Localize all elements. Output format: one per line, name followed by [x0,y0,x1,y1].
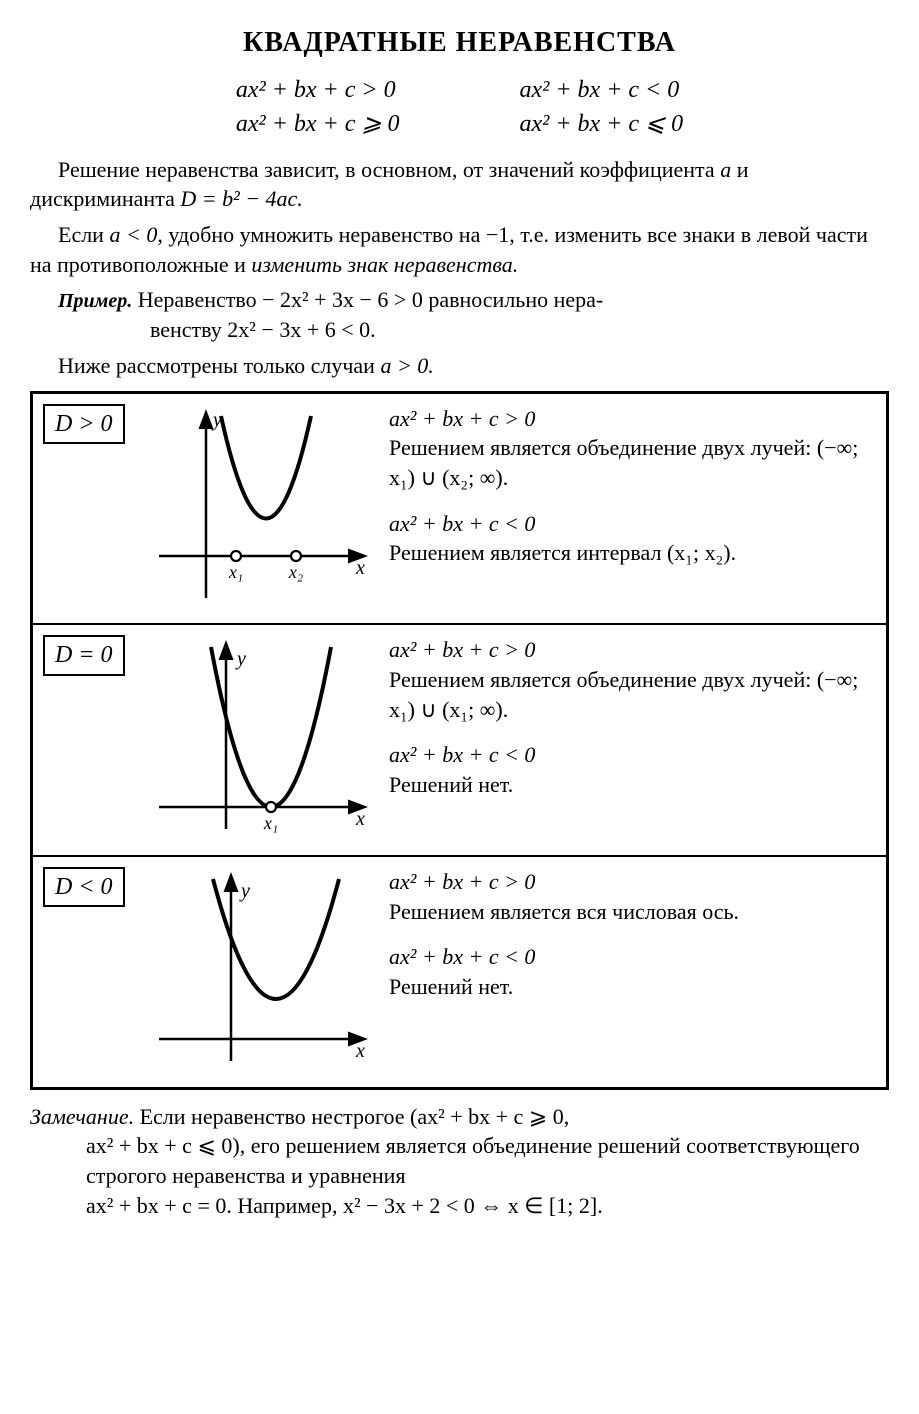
ineq-l2: ax² + bx + c ⩾ 0 [236,108,400,140]
case-row-1: D = 0 x₁ y x ax² + bx + c > 0Решением яв… [33,625,886,857]
case-row-0: D > 0 x₁ x₂ y x ax² + bx + c > 0Решением … [33,394,886,626]
sol2: (x₁; x₂). [667,540,736,565]
x-label: x [355,1040,365,1062]
p2-cond: a < 0 [109,222,157,247]
p3-cond: a > 0. [380,353,433,378]
parabola-curve [211,647,331,807]
inequality-forms: ax² + bx + c > 0 ax² + bx + c ⩾ 0 ax² + … [30,74,889,141]
discriminant-label: D > 0 [43,404,125,444]
graph-1: x₁ y x [151,635,381,845]
parabola-graph: y x [151,869,371,1069]
f2: ax² + bx + c < 0 [389,511,535,536]
example-block: Пример. Неравенство − 2x² + 3x − 6 > 0 р… [58,285,889,345]
parabola-curve [221,416,311,519]
x-label: x [355,808,365,830]
page-title: КВАДРАТНЫЕ НЕРАВЕНСТВА [30,24,889,62]
ineq-r2: ax² + bx + c ⩽ 0 [520,108,684,140]
f1: ax² + bx + c > 0 [389,637,535,662]
discriminant-label: D < 0 [43,867,125,907]
paragraph-1: Решение неравенства зависит, в основном,… [30,155,889,214]
case-text-2: ax² + bx + c > 0Решением является вся чи… [389,867,874,1077]
graph-2: y x [151,867,381,1077]
sol1: (−∞; x₁) ∪ (x₂; ∞). [389,435,858,490]
ineq-l1: ax² + bx + c > 0 [236,74,400,106]
p2-text: Если [58,222,109,247]
cases-table: D > 0 x₁ x₂ y x ax² + bx + c > 0Решением … [30,391,889,1090]
root-label: x₁ [263,813,278,833]
p3-text: Ниже рассмотрены только случаи [58,353,380,378]
note-block: Замечание. Если неравенство нестрогое (a… [30,1102,889,1132]
root-label: x₁ [228,562,243,582]
f1: ax² + bx + c > 0 [389,406,535,431]
example-line2: венству 2x² − 3x + 6 < 0. [150,315,889,345]
p1-a: a [720,157,731,182]
parabola-graph: x₁ x₂ y x [151,406,371,606]
p1-disc: D = b² − 4ac. [180,186,302,211]
y-label: y [239,880,250,902]
discriminant-label: D = 0 [43,635,125,675]
root-point [291,551,301,561]
x-label: x [355,557,365,579]
y-label: y [211,409,222,431]
root-point [231,551,241,561]
paragraph-2: Если a < 0, удобно умножить неравенство … [30,220,889,279]
f2: ax² + bx + c < 0 [389,944,535,969]
example-label: Пример. [58,290,132,312]
case-text-0: ax² + bx + c > 0Решением является объеди… [389,404,874,614]
root-point [266,802,276,812]
y-label: y [235,648,246,670]
case-row-2: D < 0 y x ax² + bx + c > 0Решением являе… [33,857,886,1087]
ineq-r1: ax² + bx + c < 0 [520,74,684,106]
p1-text: Решение неравенства зависит, в основном,… [58,157,720,182]
f1: ax² + bx + c > 0 [389,869,535,894]
note-line2: ax² + bx + c ⩽ 0), его решением является… [86,1131,889,1190]
case-text-1: ax² + bx + c > 0Решением является объеди… [389,635,874,845]
note-line1: Если неравенство нестрогое (ax² + bx + c… [134,1104,569,1129]
paragraph-3: Ниже рассмотрены только случаи a > 0. [30,351,889,381]
f2: ax² + bx + c < 0 [389,742,535,767]
graph-0: x₁ x₂ y x [151,404,381,614]
parabola-graph: x₁ y x [151,637,371,837]
sol1: (−∞; x₁) ∪ (x₁; ∞). [389,667,858,722]
p2-em: изменить знак неравенства. [251,252,518,277]
note-line3: ax² + bx + c = 0. Например, x² − 3x + 2 … [86,1191,889,1221]
root-label: x₂ [288,562,303,582]
example-line1: Неравенство − 2x² + 3x − 6 > 0 равносиль… [132,287,603,312]
note-label: Замечание. [30,1104,134,1129]
